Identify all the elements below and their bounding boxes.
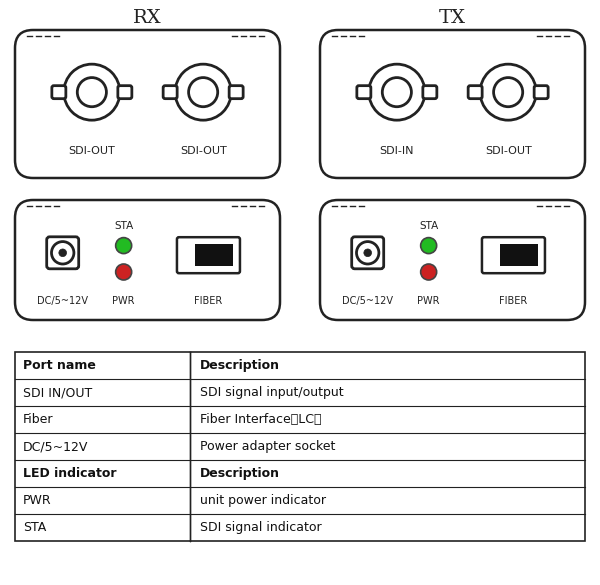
- Circle shape: [175, 64, 231, 120]
- Bar: [516, 244, 538, 266]
- Text: PWR: PWR: [23, 494, 52, 507]
- Circle shape: [188, 78, 218, 106]
- FancyBboxPatch shape: [320, 200, 585, 320]
- FancyBboxPatch shape: [482, 237, 545, 273]
- FancyBboxPatch shape: [320, 30, 585, 178]
- Text: Port name: Port name: [23, 359, 96, 372]
- Text: STA: STA: [23, 521, 46, 534]
- Text: Fiber: Fiber: [23, 413, 53, 426]
- Text: Description: Description: [200, 359, 280, 372]
- Text: SDI-OUT: SDI-OUT: [68, 146, 115, 156]
- Text: SDI-IN: SDI-IN: [380, 146, 414, 156]
- Text: DC/5~12V: DC/5~12V: [342, 296, 393, 306]
- Circle shape: [480, 64, 536, 120]
- Circle shape: [364, 249, 371, 257]
- Circle shape: [64, 64, 120, 120]
- Circle shape: [52, 242, 74, 264]
- FancyBboxPatch shape: [357, 85, 371, 99]
- Text: STA: STA: [114, 221, 133, 232]
- Circle shape: [494, 78, 523, 106]
- Text: SDI signal indicator: SDI signal indicator: [200, 521, 322, 534]
- Circle shape: [421, 238, 437, 254]
- FancyBboxPatch shape: [534, 85, 548, 99]
- Text: RX: RX: [133, 9, 161, 27]
- Circle shape: [369, 64, 425, 120]
- Bar: [500, 244, 522, 266]
- FancyBboxPatch shape: [52, 85, 66, 99]
- Circle shape: [116, 264, 131, 280]
- Circle shape: [421, 264, 437, 280]
- Text: Power adapter socket: Power adapter socket: [200, 440, 335, 453]
- Text: SDI IN/OUT: SDI IN/OUT: [23, 386, 92, 399]
- Circle shape: [59, 249, 67, 257]
- FancyBboxPatch shape: [177, 237, 240, 273]
- Text: SDI-OUT: SDI-OUT: [485, 146, 532, 156]
- Text: STA: STA: [419, 221, 438, 232]
- FancyBboxPatch shape: [15, 30, 280, 178]
- Text: SDI-OUT: SDI-OUT: [180, 146, 227, 156]
- Bar: [195, 244, 217, 266]
- Text: TX: TX: [439, 9, 466, 27]
- FancyBboxPatch shape: [229, 85, 243, 99]
- FancyBboxPatch shape: [423, 85, 437, 99]
- FancyBboxPatch shape: [163, 85, 177, 99]
- Text: FIBER: FIBER: [194, 296, 223, 306]
- FancyBboxPatch shape: [468, 85, 482, 99]
- Text: LED indicator: LED indicator: [23, 467, 116, 480]
- Text: unit power indicator: unit power indicator: [200, 494, 326, 507]
- Text: PWR: PWR: [418, 296, 440, 306]
- FancyBboxPatch shape: [47, 237, 79, 269]
- Text: DC/5~12V: DC/5~12V: [23, 440, 88, 453]
- Text: DC/5~12V: DC/5~12V: [37, 296, 88, 306]
- Bar: [211, 244, 233, 266]
- Circle shape: [77, 78, 106, 106]
- Text: Description: Description: [200, 467, 280, 480]
- Circle shape: [116, 238, 131, 254]
- FancyBboxPatch shape: [15, 200, 280, 320]
- Text: Fiber Interface（LC）: Fiber Interface（LC）: [200, 413, 322, 426]
- Circle shape: [382, 78, 412, 106]
- Text: PWR: PWR: [112, 296, 135, 306]
- Text: FIBER: FIBER: [499, 296, 527, 306]
- FancyBboxPatch shape: [118, 85, 132, 99]
- Bar: [15, 352, 585, 541]
- Text: SDI signal input/output: SDI signal input/output: [200, 386, 344, 399]
- FancyBboxPatch shape: [352, 237, 384, 269]
- Circle shape: [356, 242, 379, 264]
